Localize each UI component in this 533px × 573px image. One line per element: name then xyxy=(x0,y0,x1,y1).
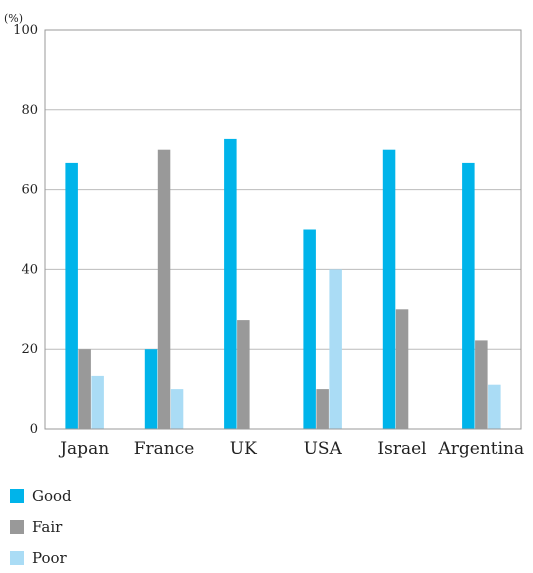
x-tick-label: Japan xyxy=(58,439,109,459)
bar-fair-japan xyxy=(78,349,91,429)
y-axis-ticks: 0 20 40 60 80 100 xyxy=(13,23,38,437)
legend-item-good: Good xyxy=(10,480,72,511)
bar-poor-france xyxy=(170,389,184,429)
bar-poor-argentina xyxy=(488,384,501,429)
y-tick-label: 60 xyxy=(21,183,38,198)
bar-good-uk xyxy=(224,138,237,429)
legend-label: Poor xyxy=(32,548,67,567)
x-tick-label: Argentina xyxy=(437,439,524,459)
grid-lines xyxy=(45,109,521,350)
y-tick-label: 0 xyxy=(30,422,38,437)
bar-poor-usa xyxy=(329,269,342,429)
bar-fair-france xyxy=(157,149,171,429)
legend-label: Good xyxy=(32,486,72,505)
bar-fair-israel xyxy=(395,309,409,429)
y-tick-label: 40 xyxy=(21,262,38,277)
legend-label: Fair xyxy=(32,517,63,536)
y-tick-label: 80 xyxy=(21,103,38,118)
x-tick-label: USA xyxy=(304,439,343,459)
bar-poor-japan xyxy=(91,375,104,429)
bars xyxy=(65,138,501,429)
bar-chart: (%) 0 20 40 60 80 100 Japan France UK USA Israel A… xyxy=(4,12,524,459)
legend-swatch xyxy=(10,550,24,565)
y-tick-label: 100 xyxy=(13,23,38,38)
bar-fair-uk xyxy=(237,320,250,429)
bar-good-israel xyxy=(382,149,396,429)
legend-item-poor: Poor xyxy=(10,542,72,573)
legend: Good Fair Poor xyxy=(10,480,72,573)
legend-swatch xyxy=(10,488,24,503)
x-tick-label: UK xyxy=(230,439,257,459)
y-unit-label: (%) xyxy=(4,12,23,25)
bar-good-japan xyxy=(65,162,78,429)
x-tick-label: Israel xyxy=(377,439,426,459)
y-tick-label: 20 xyxy=(21,342,38,357)
bar-fair-usa xyxy=(316,389,329,429)
x-tick-label: France xyxy=(134,439,195,459)
bar-fair-argentina xyxy=(475,340,488,429)
bar-good-usa xyxy=(303,229,316,429)
legend-swatch xyxy=(10,519,24,534)
bar-good-france xyxy=(144,349,158,429)
x-axis-labels: Japan France UK USA Israel Argentina xyxy=(58,439,524,459)
plot-frame xyxy=(44,29,522,430)
legend-item-fair: Fair xyxy=(10,511,72,542)
bar-good-argentina xyxy=(462,162,475,429)
